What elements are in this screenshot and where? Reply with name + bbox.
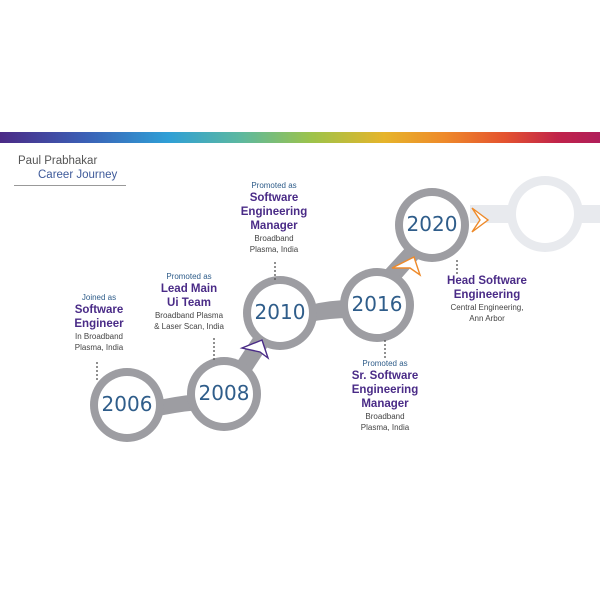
title-block: Paul Prabhakar Career Journey [14,154,126,186]
chevron-arrow-icon [391,256,422,277]
ring-2020 [395,188,469,262]
milestone-location: & Laser Scan, India [154,322,224,331]
milestone-role: Engineering [351,384,419,396]
milestone-role: Engineering [453,289,521,301]
year-2010: 2010 [254,300,306,324]
milestone-prefix: Promoted as [251,181,297,190]
milestone-2016-annotation: Promoted as Sr. Software Engineering Man… [330,358,440,433]
milestone-2020-annotation: Head Software Engineering Central Engine… [432,274,542,324]
milestone-role: Lead Main [160,283,218,295]
milestone-prefix: Joined as [81,293,117,302]
milestone-role: Manager [250,220,298,232]
milestone-role: Head Software [447,275,527,287]
milestone-location: In Broadband [74,332,124,341]
chevron-arrow-icon [471,207,490,233]
milestone-location: Broadband [365,412,405,421]
milestone-role: Manager [361,398,409,410]
milestone-2010-annotation: Promoted as Software Engineering Manager… [219,180,329,255]
year-2020: 2020 [406,212,458,236]
milestone-location: Ann Arbor [469,314,505,323]
ring-2010 [243,276,317,350]
milestone-prefix: Promoted as [166,272,212,281]
milestone-location: Plasma, India [74,343,124,352]
milestone-location: Central Engineering, [450,303,524,312]
milestone-location: Plasma, India [360,423,410,432]
milestone-location: Plasma, India [249,245,299,254]
milestone-location: Broadband Plasma [154,311,224,320]
ring-2016 [340,268,414,342]
milestone-role: Engineer [74,318,124,330]
year-2016: 2016 [351,292,403,316]
milestone-role: Engineering [240,206,308,218]
person-name: Paul Prabhakar [18,155,98,167]
year-2008: 2008 [198,381,250,405]
title-divider [14,185,126,186]
milestone-role: Software [249,192,299,204]
milestone-prefix: Promoted as [362,359,408,368]
milestone-role: Ui Team [167,297,211,309]
year-2006: 2006 [101,392,153,416]
milestone-role: Sr. Software [351,370,419,382]
ring-2008 [187,357,261,431]
milestone-2008-annotation: Promoted as Lead Main Ui Team Broadband … [134,271,244,332]
page-subtitle: Career Journey [38,169,118,181]
rainbow-bar [0,132,600,143]
milestone-role: Software [74,304,124,316]
milestone-2006-annotation: Joined as Software Engineer In Broadband… [44,292,154,353]
chevron-arrow-icon [239,339,270,360]
milestone-location: Broadband [254,234,294,243]
connector-2010-2016 [310,300,350,322]
ring-2006 [90,368,164,442]
future-ring [470,176,600,252]
